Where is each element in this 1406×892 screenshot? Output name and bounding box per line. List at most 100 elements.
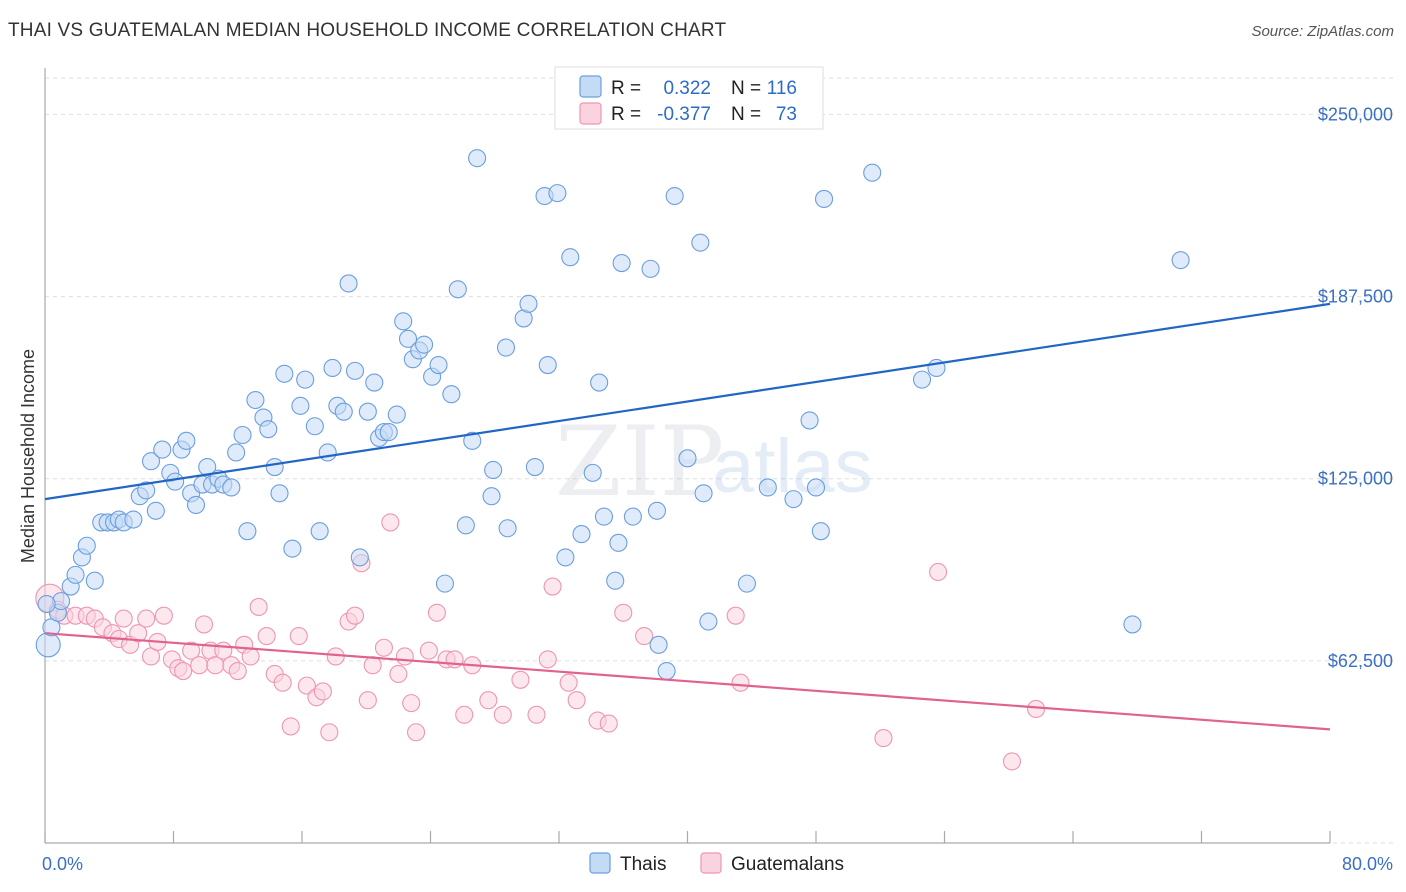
thais-point [339,274,358,293]
thais-point [468,149,487,168]
thais-point [291,396,310,415]
thais-point [678,449,697,468]
y-tick-label: $250,000 [1318,104,1393,124]
thais-point [270,484,289,503]
thais-point [166,472,185,491]
guatemalans-point [614,603,633,622]
guatemalans-point [374,638,393,657]
thais-point [609,533,628,552]
thais-point [606,571,625,590]
thais-point [758,478,777,497]
guatemalans-point [559,673,578,692]
thais-point [177,431,196,450]
thais-point [323,358,342,378]
y-tick-label: $62,500 [1328,651,1393,671]
legend-r-label-guatemalans: R = [611,104,641,125]
series-guatemalans-points [35,513,1046,771]
guatemalans-point [320,723,339,742]
guatemalans-point [493,705,512,724]
legend-r-value-thais: 0.322 [663,78,711,99]
guatemalans-point [419,641,438,660]
legend-n-label-guatemalans: N = [731,104,761,125]
guatemalans-point [599,714,618,733]
bottom-legend-label-thais: Thais [620,854,666,875]
thais-point [811,522,830,541]
thais-point [649,635,668,654]
guatemalans-point [389,664,408,684]
guatemalans-point [154,606,173,625]
guatemalans-point [567,691,586,710]
thais-point [456,516,475,535]
thais-point [153,440,172,459]
thais-point [318,443,337,462]
guatemalans-point [297,676,316,695]
thais-point [594,507,614,526]
watermark-zip: ZIP [555,406,724,518]
guatemalans-point [511,670,530,689]
thais-point [572,525,591,544]
y-tick-label: $187,500 [1318,287,1393,307]
thais-point [1123,615,1142,634]
thais-point [442,385,461,404]
x-tick-label-min: 0.0% [42,854,83,874]
thais-point [398,329,418,348]
legend-n-label-thais: N = [731,78,761,99]
legend-r-label-thais: R = [611,78,641,99]
y-tick-labels: $62,500 $125,000 $187,500 $250,000 [1318,104,1393,670]
thais-point [222,478,241,497]
guatemalans-point [326,647,345,666]
guatemalans-point [479,691,498,710]
thais-point [448,280,467,299]
thais-point [806,478,826,497]
thais-point [525,458,544,477]
thais-point [345,361,365,380]
guatemalans-point [345,606,365,625]
thais-point [691,233,710,252]
guatemalans-point [427,603,446,622]
thais-point [233,425,252,445]
x-tick-labels: 0.0% 80.0% [42,854,1393,874]
bottom-legend-swatch-thais [589,852,611,874]
thais-point [814,189,834,208]
thais-point [77,536,96,555]
guatemalans-point [543,577,562,596]
guatemalans-point [174,662,193,681]
x-tick-label-max: 80.0% [1342,854,1393,874]
guatemalans-point [726,606,745,625]
thais-point [699,612,718,631]
guatemalans-point [358,691,377,710]
guatemalans-point [635,627,654,646]
guatemalans-point [257,627,276,646]
bottom-legend: Thais Guatemalans [589,852,844,875]
guatemalans-point [194,615,214,634]
guatemalans-point [402,694,421,713]
legend-r-value-guatemalans: -0.377 [657,104,711,125]
thais-point [66,565,85,584]
thais-point [484,460,503,480]
thais-point [590,373,609,392]
guatemalans-point [527,705,546,724]
thais-point [35,632,61,658]
thais-point [463,431,482,450]
guatemalans-point [455,705,474,724]
legend-n-value-thais: 116 [767,78,797,99]
legend: R = 0.322 N = 116 R = -0.377 N = 73 [554,66,824,130]
thais-point [665,186,684,206]
series-thais-points [35,149,1190,681]
guatemalans-point [182,641,201,660]
thais-point [623,507,642,526]
thais-point [538,356,557,375]
guatemalans-point [289,627,308,646]
thais-point [358,402,377,421]
guatemalans-point [281,717,300,736]
legend-swatch-thais [579,75,602,98]
guatemalans-point [129,624,148,643]
thais-point [498,519,517,538]
guatemalans-point [381,513,400,532]
y-tick-label: $125,000 [1318,469,1393,489]
bottom-legend-label-guatemalans: Guatemalans [731,854,844,875]
thais-point [146,501,165,520]
thais-point [519,294,538,313]
guatemalans-point [313,682,332,701]
